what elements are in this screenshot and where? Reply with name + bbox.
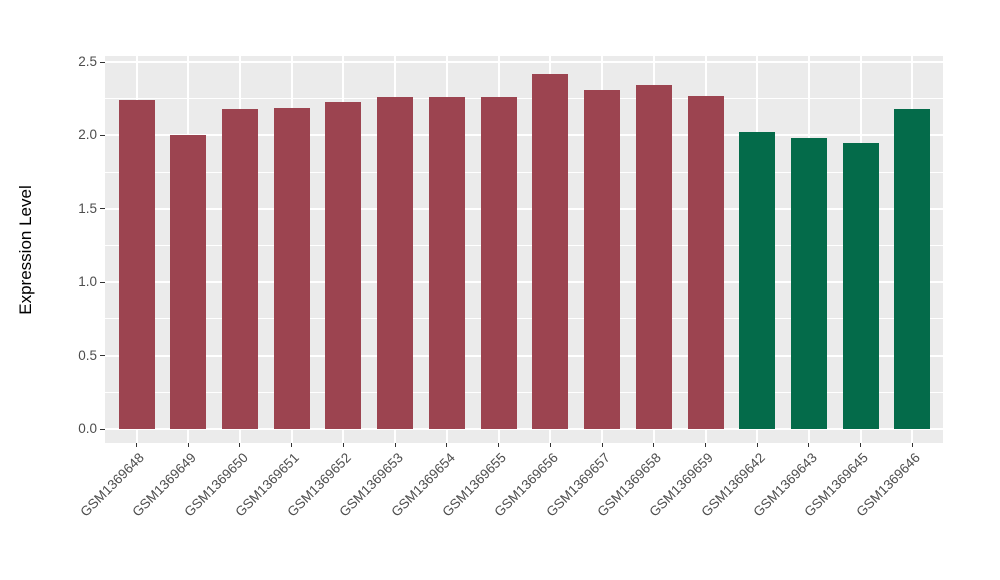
- x-tick-mark: [394, 443, 396, 447]
- gridline-minor: [105, 318, 943, 320]
- x-tick-mark: [653, 443, 655, 447]
- bar-GSM1369650: [221, 108, 258, 429]
- bar-GSM1369657: [584, 89, 621, 429]
- bar-GSM1369653: [377, 97, 414, 429]
- x-tick-mark: [705, 443, 707, 447]
- gridline-major: [105, 134, 943, 137]
- y-tick-label: 0.0: [78, 421, 97, 436]
- y-tick-label: 2.0: [78, 127, 97, 143]
- gridline-major: [105, 281, 943, 284]
- bar-GSM1369642: [739, 132, 776, 429]
- bar-GSM1369654: [428, 97, 465, 429]
- gridline-minor: [105, 391, 943, 393]
- bar-GSM1369646: [894, 108, 931, 429]
- x-tick-mark: [808, 443, 810, 447]
- x-tick-mark: [601, 443, 603, 447]
- bar-GSM1369656: [532, 73, 569, 429]
- y-tick-label: 0.5: [78, 347, 97, 363]
- y-tick-mark: [100, 208, 105, 210]
- bar-GSM1369658: [635, 85, 672, 429]
- bar-GSM1369645: [842, 142, 879, 429]
- x-tick-mark: [187, 443, 189, 447]
- x-tick-mark: [911, 443, 913, 447]
- bar-GSM1369659: [687, 95, 724, 429]
- gridline-major: [105, 61, 943, 63]
- x-tick-mark: [549, 443, 551, 447]
- gridline-major: [105, 207, 943, 210]
- bar-GSM1369652: [325, 101, 362, 429]
- bar-GSM1369649: [170, 135, 207, 429]
- bar-GSM1369655: [480, 97, 517, 429]
- gridline-minor: [105, 171, 943, 173]
- bar-GSM1369643: [790, 138, 827, 429]
- y-axis-title-text: Expression Level: [16, 185, 35, 315]
- x-tick-mark: [498, 443, 500, 447]
- gridline-minor: [105, 98, 943, 100]
- x-tick-mark: [239, 443, 241, 447]
- x-tick-mark: [860, 443, 862, 447]
- bar-GSM1369651: [273, 107, 310, 429]
- y-tick-mark: [100, 281, 105, 283]
- x-tick-mark: [291, 443, 293, 447]
- y-tick-mark: [100, 428, 105, 430]
- y-tick-mark: [100, 61, 105, 63]
- gridline-major: [105, 354, 943, 357]
- y-tick-label: 1.5: [78, 200, 97, 216]
- gridline-minor: [105, 245, 943, 246]
- x-tick-mark: [446, 443, 448, 447]
- y-tick-label: 2.5: [78, 54, 97, 69]
- x-tick-mark: [342, 443, 344, 447]
- plot-panel: [105, 56, 943, 443]
- y-tick-mark: [100, 134, 105, 136]
- x-tick-mark: [136, 443, 137, 447]
- y-tick-mark: [100, 355, 105, 357]
- bar-GSM1369648: [118, 100, 155, 429]
- y-tick-label: 1.0: [78, 274, 97, 290]
- gridline-major: [105, 428, 943, 430]
- x-tick-mark: [756, 443, 758, 447]
